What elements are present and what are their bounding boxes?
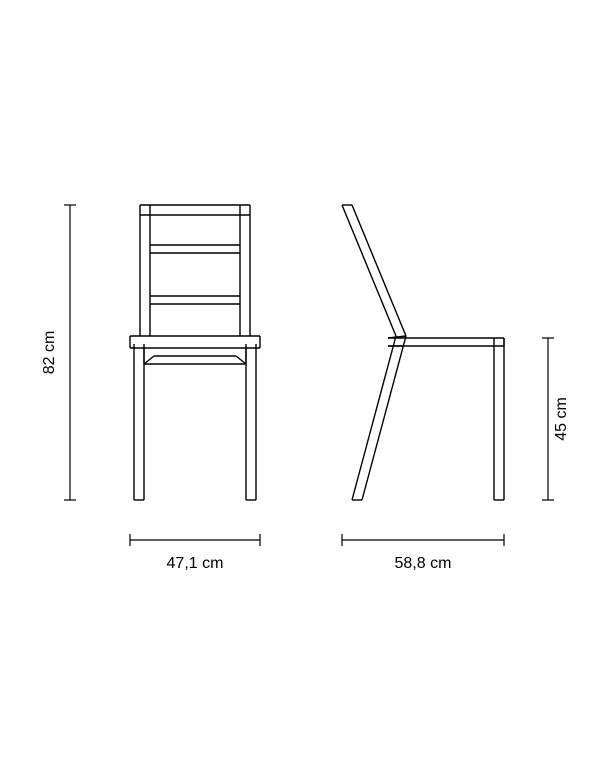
dimension-width-front bbox=[130, 534, 260, 546]
dimension-depth-side bbox=[342, 534, 504, 546]
technical-drawing: 82 cm 45 cm 47,1 cm 58,8 cm bbox=[0, 0, 600, 770]
dimension-height-overall bbox=[64, 205, 76, 500]
dimension-depth-label: 58,8 cm bbox=[395, 555, 452, 572]
chair-side-view bbox=[342, 205, 504, 500]
dimension-height-label: 82 cm bbox=[41, 331, 58, 375]
dimension-width-label: 47,1 cm bbox=[167, 555, 224, 572]
dimension-seat-height-label: 45 cm bbox=[553, 397, 570, 441]
chair-front-view bbox=[130, 205, 260, 500]
